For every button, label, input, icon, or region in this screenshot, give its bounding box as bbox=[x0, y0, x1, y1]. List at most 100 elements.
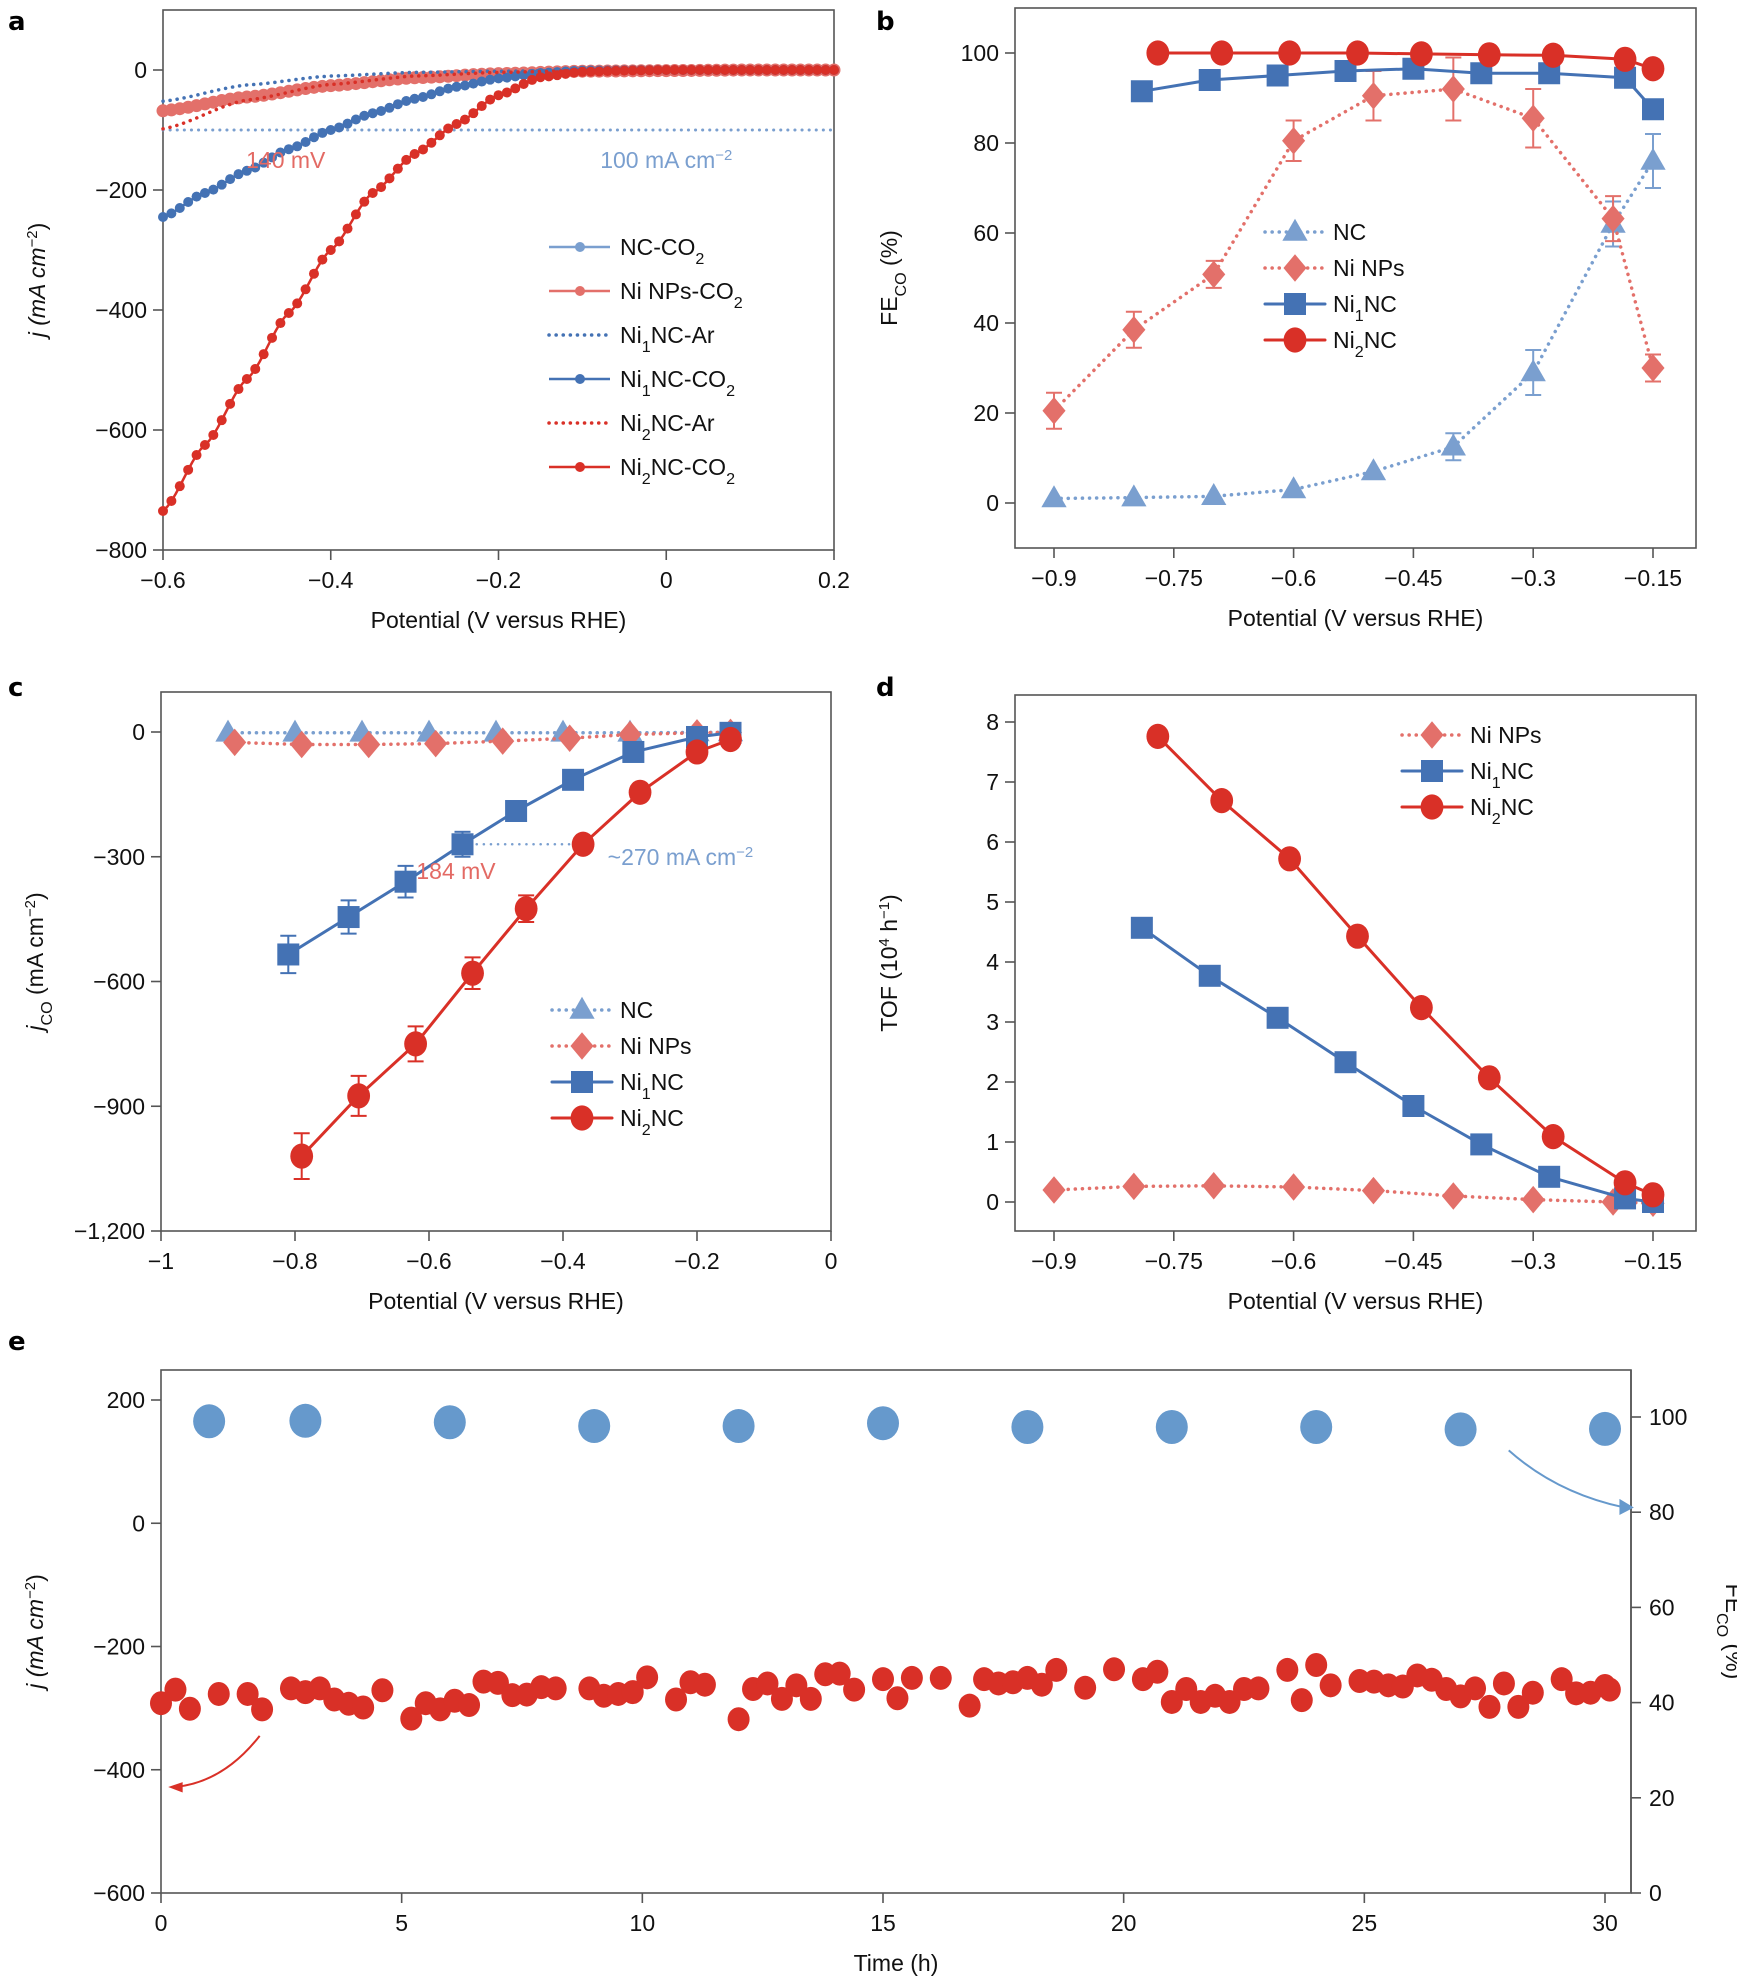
series-ni-nc bbox=[1130, 916, 1664, 1213]
data-point bbox=[1247, 1676, 1270, 1701]
data-point bbox=[711, 65, 722, 75]
legend-item: Ni2NC bbox=[1400, 794, 1534, 828]
data-point bbox=[703, 65, 714, 75]
x-tick-label: −0.4 bbox=[308, 567, 354, 593]
data-point bbox=[207, 1681, 230, 1706]
data-point bbox=[418, 144, 429, 155]
y2-tick-label: 100 bbox=[1649, 1404, 1687, 1430]
y2-tick-label: 80 bbox=[1649, 1499, 1675, 1525]
x-axis-label: Potential (V versus RHE) bbox=[368, 1288, 624, 1314]
data-point bbox=[208, 184, 219, 195]
data-point bbox=[562, 768, 585, 791]
data-point bbox=[577, 66, 588, 77]
x-tick-label: −0.45 bbox=[1384, 1248, 1442, 1274]
legend-marker bbox=[1283, 254, 1307, 282]
series-ni-nps bbox=[1042, 56, 1665, 430]
data-point bbox=[476, 76, 487, 87]
data-point bbox=[514, 896, 538, 922]
y-tick-label: 1 bbox=[986, 1129, 999, 1155]
y-tick-label: 0 bbox=[132, 1510, 145, 1536]
data-point bbox=[1041, 485, 1067, 508]
data-point bbox=[357, 730, 381, 759]
y-tick-label: −1,200 bbox=[74, 1218, 145, 1244]
y2-tick-label: 60 bbox=[1649, 1594, 1675, 1620]
data-point bbox=[1360, 458, 1387, 481]
panel-letter-c: c bbox=[8, 673, 23, 703]
x-tick-label: −0.3 bbox=[1510, 565, 1555, 591]
data-point bbox=[485, 74, 496, 85]
data-point bbox=[409, 93, 420, 104]
data-point bbox=[843, 1677, 866, 1702]
data-point bbox=[283, 144, 294, 155]
data-point bbox=[1361, 82, 1386, 110]
data-point bbox=[829, 65, 839, 75]
legend-item: Ni1NC bbox=[550, 1069, 684, 1103]
data-point bbox=[166, 495, 177, 506]
data-point bbox=[367, 188, 378, 198]
x-tick-label: 25 bbox=[1352, 1910, 1378, 1936]
data-point bbox=[308, 132, 319, 143]
data-point bbox=[166, 208, 177, 219]
data-point bbox=[618, 720, 642, 749]
legend-label: Ni2NC bbox=[1333, 327, 1397, 361]
data-point bbox=[1521, 1680, 1544, 1705]
x-tick-label: −0.6 bbox=[1271, 565, 1316, 591]
data-point bbox=[1361, 1176, 1386, 1205]
data-point bbox=[799, 1686, 822, 1711]
data-point bbox=[404, 1031, 427, 1057]
data-point bbox=[1146, 723, 1170, 750]
data-point bbox=[527, 74, 538, 85]
data-point bbox=[241, 165, 252, 176]
data-point bbox=[1042, 1176, 1066, 1204]
data-point bbox=[693, 1672, 716, 1697]
panel-letter-d: d bbox=[876, 673, 895, 703]
data-point bbox=[1266, 64, 1289, 87]
legend-marker bbox=[569, 996, 595, 1019]
data-point bbox=[812, 65, 823, 75]
legend-label: NC-CO2 bbox=[620, 234, 704, 268]
data-point bbox=[1011, 1409, 1044, 1444]
data-point bbox=[191, 191, 202, 202]
legend-marker bbox=[570, 1105, 594, 1131]
data-point bbox=[652, 65, 663, 76]
data-point bbox=[277, 943, 300, 966]
data-point bbox=[1409, 41, 1433, 67]
data-point bbox=[1521, 104, 1545, 132]
data-point bbox=[459, 114, 470, 125]
data-point bbox=[236, 1681, 259, 1706]
data-point bbox=[376, 106, 387, 117]
data-point bbox=[1103, 1657, 1126, 1682]
arrowhead-left bbox=[168, 1782, 183, 1793]
x-axis-label: Potential (V versus RHE) bbox=[1228, 605, 1484, 631]
legend-label: Ni1NC-Ar bbox=[620, 322, 715, 356]
data-point bbox=[400, 1706, 423, 1731]
x-tick-label: −0.6 bbox=[140, 567, 185, 593]
series-ni-nc bbox=[290, 726, 742, 1181]
y-tick-label: −400 bbox=[95, 297, 147, 323]
data-point bbox=[1146, 40, 1170, 66]
data-point bbox=[678, 65, 689, 75]
annotation: ~270 mA cm−2 bbox=[608, 843, 754, 870]
legend-item: Ni1NC-CO2 bbox=[549, 366, 735, 400]
data-point bbox=[686, 65, 697, 75]
data-point bbox=[275, 147, 286, 158]
data-point bbox=[1045, 1657, 1068, 1682]
data-point bbox=[736, 65, 747, 75]
data-point bbox=[1640, 147, 1666, 170]
data-point bbox=[1478, 1694, 1501, 1719]
data-point bbox=[900, 1665, 923, 1690]
data-point bbox=[392, 99, 403, 110]
data-point bbox=[325, 125, 336, 135]
series-line bbox=[1052, 1184, 1655, 1205]
data-point bbox=[1282, 1173, 1306, 1201]
data-point bbox=[216, 179, 227, 190]
data-point bbox=[334, 236, 345, 247]
data-point bbox=[669, 65, 680, 75]
plot-frame bbox=[160, 691, 832, 1232]
data-point bbox=[535, 72, 546, 83]
y-axis-label: TOF (104 h−1) bbox=[876, 894, 903, 1031]
legend-label: Ni NPs bbox=[620, 1033, 692, 1059]
